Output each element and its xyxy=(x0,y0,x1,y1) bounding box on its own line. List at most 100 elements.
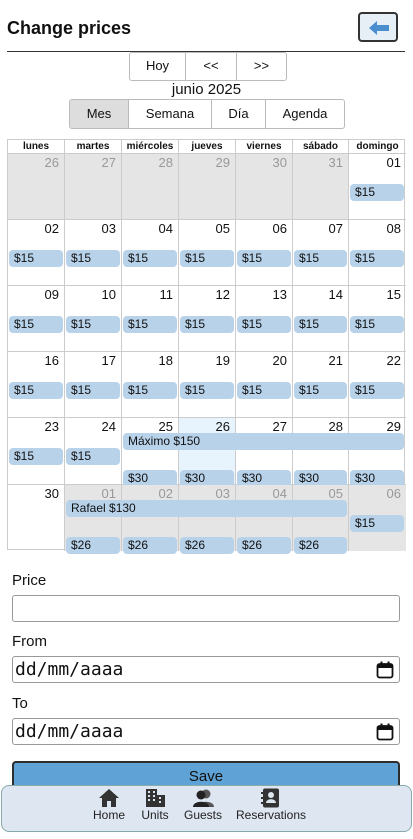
day-cell[interactable]: 08 xyxy=(349,220,406,286)
day-cell[interactable]: 27 xyxy=(65,154,122,220)
price-event[interactable]: $15 xyxy=(350,515,404,532)
day-number[interactable]: 06 xyxy=(386,486,401,501)
day-cell[interactable]: 23 xyxy=(8,418,65,485)
day-cell[interactable]: 13 xyxy=(236,286,293,352)
day-number[interactable]: 06 xyxy=(272,221,287,236)
price-event[interactable]: $15 xyxy=(9,448,63,465)
day-cell[interactable]: 06 xyxy=(236,220,293,286)
day-cell[interactable]: 01 xyxy=(349,154,406,220)
day-number[interactable]: 12 xyxy=(215,287,230,302)
day-number[interactable]: 05 xyxy=(215,221,230,236)
price-event[interactable]: $15 xyxy=(180,250,234,267)
day-number[interactable]: 18 xyxy=(158,353,173,368)
day-cell[interactable]: 20 xyxy=(236,352,293,418)
day-cell[interactable]: 05 xyxy=(179,220,236,286)
day-number[interactable]: 11 xyxy=(159,287,174,302)
day-number[interactable]: 16 xyxy=(44,353,59,368)
nav-reservations[interactable]: Reservations xyxy=(235,788,307,822)
day-cell[interactable]: 14 xyxy=(293,286,349,352)
day-number[interactable]: 01 xyxy=(386,155,401,170)
price-event[interactable]: $15 xyxy=(66,316,120,333)
day-cell[interactable]: 02 xyxy=(8,220,65,286)
price-event[interactable]: $15 xyxy=(66,250,120,267)
price-event[interactable]: $15 xyxy=(237,316,291,333)
day-cell[interactable]: 28 xyxy=(122,154,179,220)
day-number[interactable]: 23 xyxy=(44,419,59,434)
price-input[interactable] xyxy=(12,595,400,622)
view-day-button[interactable]: Día xyxy=(212,100,266,128)
price-event[interactable]: $15 xyxy=(294,250,347,267)
price-event[interactable]: $15 xyxy=(66,382,120,399)
day-cell[interactable]: 21 xyxy=(293,352,349,418)
reservation-event[interactable]: Rafael $130 xyxy=(66,500,347,517)
day-cell[interactable]: 29 xyxy=(179,154,236,220)
day-cell[interactable]: 07 xyxy=(293,220,349,286)
day-number[interactable]: 30 xyxy=(44,486,59,501)
day-number[interactable]: 07 xyxy=(328,221,343,236)
day-cell[interactable]: 04 xyxy=(122,220,179,286)
price-event[interactable]: $26 xyxy=(237,537,291,554)
day-number[interactable]: 27 xyxy=(101,155,116,170)
day-number[interactable]: 29 xyxy=(386,419,401,434)
day-number[interactable]: 03 xyxy=(215,486,230,501)
price-event[interactable]: $26 xyxy=(180,537,234,554)
day-cell[interactable]: 03 xyxy=(65,220,122,286)
next-button[interactable]: >> xyxy=(253,58,270,73)
nav-home[interactable]: Home xyxy=(92,788,126,822)
day-number[interactable]: 21 xyxy=(328,353,343,368)
day-number[interactable]: 28 xyxy=(158,155,173,170)
day-number[interactable]: 26 xyxy=(215,419,230,434)
day-cell[interactable]: 12 xyxy=(179,286,236,352)
view-week-button[interactable]: Semana xyxy=(129,100,212,128)
price-event[interactable]: $26 xyxy=(123,537,177,554)
day-number[interactable]: 02 xyxy=(158,486,173,501)
day-cell[interactable]: 22 xyxy=(349,352,406,418)
price-event[interactable]: $15 xyxy=(350,316,404,333)
price-event[interactable]: $15 xyxy=(350,382,404,399)
day-number[interactable]: 09 xyxy=(44,287,59,302)
day-number[interactable]: 20 xyxy=(272,353,287,368)
price-event[interactable]: $15 xyxy=(350,184,404,201)
price-event[interactable]: $15 xyxy=(294,382,347,399)
price-event[interactable]: $15 xyxy=(180,382,234,399)
price-event[interactable]: $15 xyxy=(9,316,63,333)
price-event[interactable]: $15 xyxy=(237,382,291,399)
price-event[interactable]: $30 xyxy=(350,470,404,487)
day-number[interactable]: 24 xyxy=(101,419,116,434)
prev-button[interactable]: << xyxy=(186,53,237,80)
nav-units[interactable]: Units xyxy=(139,788,171,822)
day-number[interactable]: 04 xyxy=(272,486,287,501)
day-number[interactable]: 25 xyxy=(158,419,173,434)
day-number[interactable]: 03 xyxy=(101,221,116,236)
price-event[interactable]: $15 xyxy=(123,316,177,333)
day-cell[interactable]: 30 xyxy=(236,154,293,220)
day-number[interactable]: 13 xyxy=(272,287,287,302)
nav-guests[interactable]: Guests xyxy=(183,788,223,822)
day-cell[interactable]: 30 xyxy=(8,485,65,551)
day-number[interactable]: 14 xyxy=(328,287,343,302)
calendar-icon[interactable] xyxy=(376,661,394,679)
day-number[interactable]: 30 xyxy=(272,155,287,170)
day-cell[interactable]: 19 xyxy=(179,352,236,418)
day-number[interactable]: 15 xyxy=(386,287,401,302)
day-cell[interactable]: 26 xyxy=(8,154,65,220)
day-number[interactable]: 29 xyxy=(215,155,230,170)
reservation-event[interactable]: Máximo $150 xyxy=(123,433,404,450)
day-number[interactable]: 05 xyxy=(328,486,343,501)
price-event[interactable]: $26 xyxy=(294,537,347,554)
price-event[interactable]: $15 xyxy=(350,250,404,267)
price-event[interactable]: $15 xyxy=(9,250,63,267)
day-cell[interactable]: 09 xyxy=(8,286,65,352)
to-date-input[interactable]: dd/mm/aaaa xyxy=(12,718,400,745)
day-cell[interactable]: 17 xyxy=(65,352,122,418)
today-button[interactable]: Hoy xyxy=(130,53,186,80)
from-date-input[interactable]: dd/mm/aaaa xyxy=(12,656,400,683)
day-number[interactable]: 08 xyxy=(386,221,401,236)
calendar-icon[interactable] xyxy=(376,723,394,741)
day-cell[interactable]: 11 xyxy=(122,286,179,352)
day-number[interactable]: 26 xyxy=(44,155,59,170)
price-event[interactable]: $26 xyxy=(66,537,120,554)
price-event[interactable]: $15 xyxy=(9,382,63,399)
day-cell[interactable]: 10 xyxy=(65,286,122,352)
price-event[interactable]: $30 xyxy=(294,470,347,487)
